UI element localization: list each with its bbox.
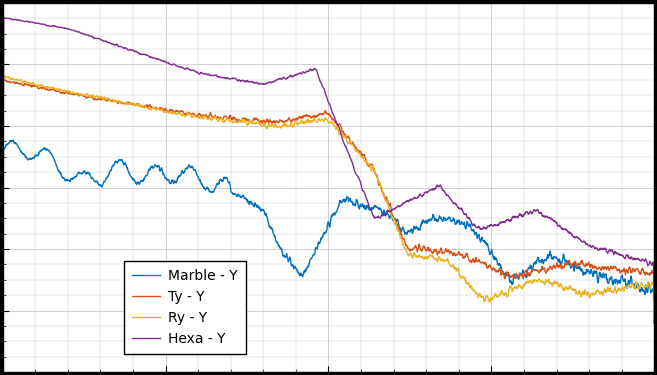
Ty - Y [32, 83, 40, 88]
Ty - Y [316, 111, 324, 116]
Marble - Y [631, 284, 639, 289]
Hexa - Y [316, 78, 324, 83]
Ry - Y [0, 193, 7, 197]
Legend: Marble - Y, Ty - Y, Ry - Y, Hexa - Y: Marble - Y, Ty - Y, Ry - Y, Hexa - Y [124, 261, 246, 354]
Line: Ry - Y: Ry - Y [3, 76, 654, 320]
Ty - Y [0, 77, 8, 82]
Ry - Y [631, 284, 639, 289]
Marble - Y [650, 321, 657, 326]
Ry - Y [631, 283, 639, 287]
Hexa - Y [631, 257, 639, 261]
Ry - Y [650, 317, 657, 322]
Ty - Y [631, 267, 639, 272]
Ry - Y [299, 120, 307, 124]
Line: Marble - Y: Marble - Y [3, 140, 654, 323]
Marble - Y [512, 276, 520, 280]
Hexa - Y [512, 214, 520, 219]
Marble - Y [316, 240, 324, 244]
Ty - Y [0, 195, 7, 200]
Marble - Y [299, 274, 307, 279]
Hexa - Y [32, 21, 40, 26]
Ty - Y [512, 272, 520, 277]
Ry - Y [512, 286, 520, 290]
Ty - Y [631, 267, 639, 272]
Marble - Y [631, 285, 639, 290]
Hexa - Y [631, 257, 639, 261]
Line: Hexa - Y: Hexa - Y [3, 18, 654, 299]
Marble - Y [9, 138, 17, 142]
Ty - Y [299, 116, 307, 120]
Hexa - Y [0, 192, 7, 197]
Marble - Y [0, 237, 7, 241]
Ty - Y [650, 310, 657, 315]
Marble - Y [32, 153, 40, 157]
Hexa - Y [0, 15, 8, 20]
Hexa - Y [299, 70, 307, 74]
Ry - Y [1, 74, 9, 78]
Ry - Y [316, 118, 324, 123]
Hexa - Y [650, 297, 657, 301]
Ry - Y [32, 82, 40, 87]
Line: Ty - Y: Ty - Y [3, 80, 654, 313]
